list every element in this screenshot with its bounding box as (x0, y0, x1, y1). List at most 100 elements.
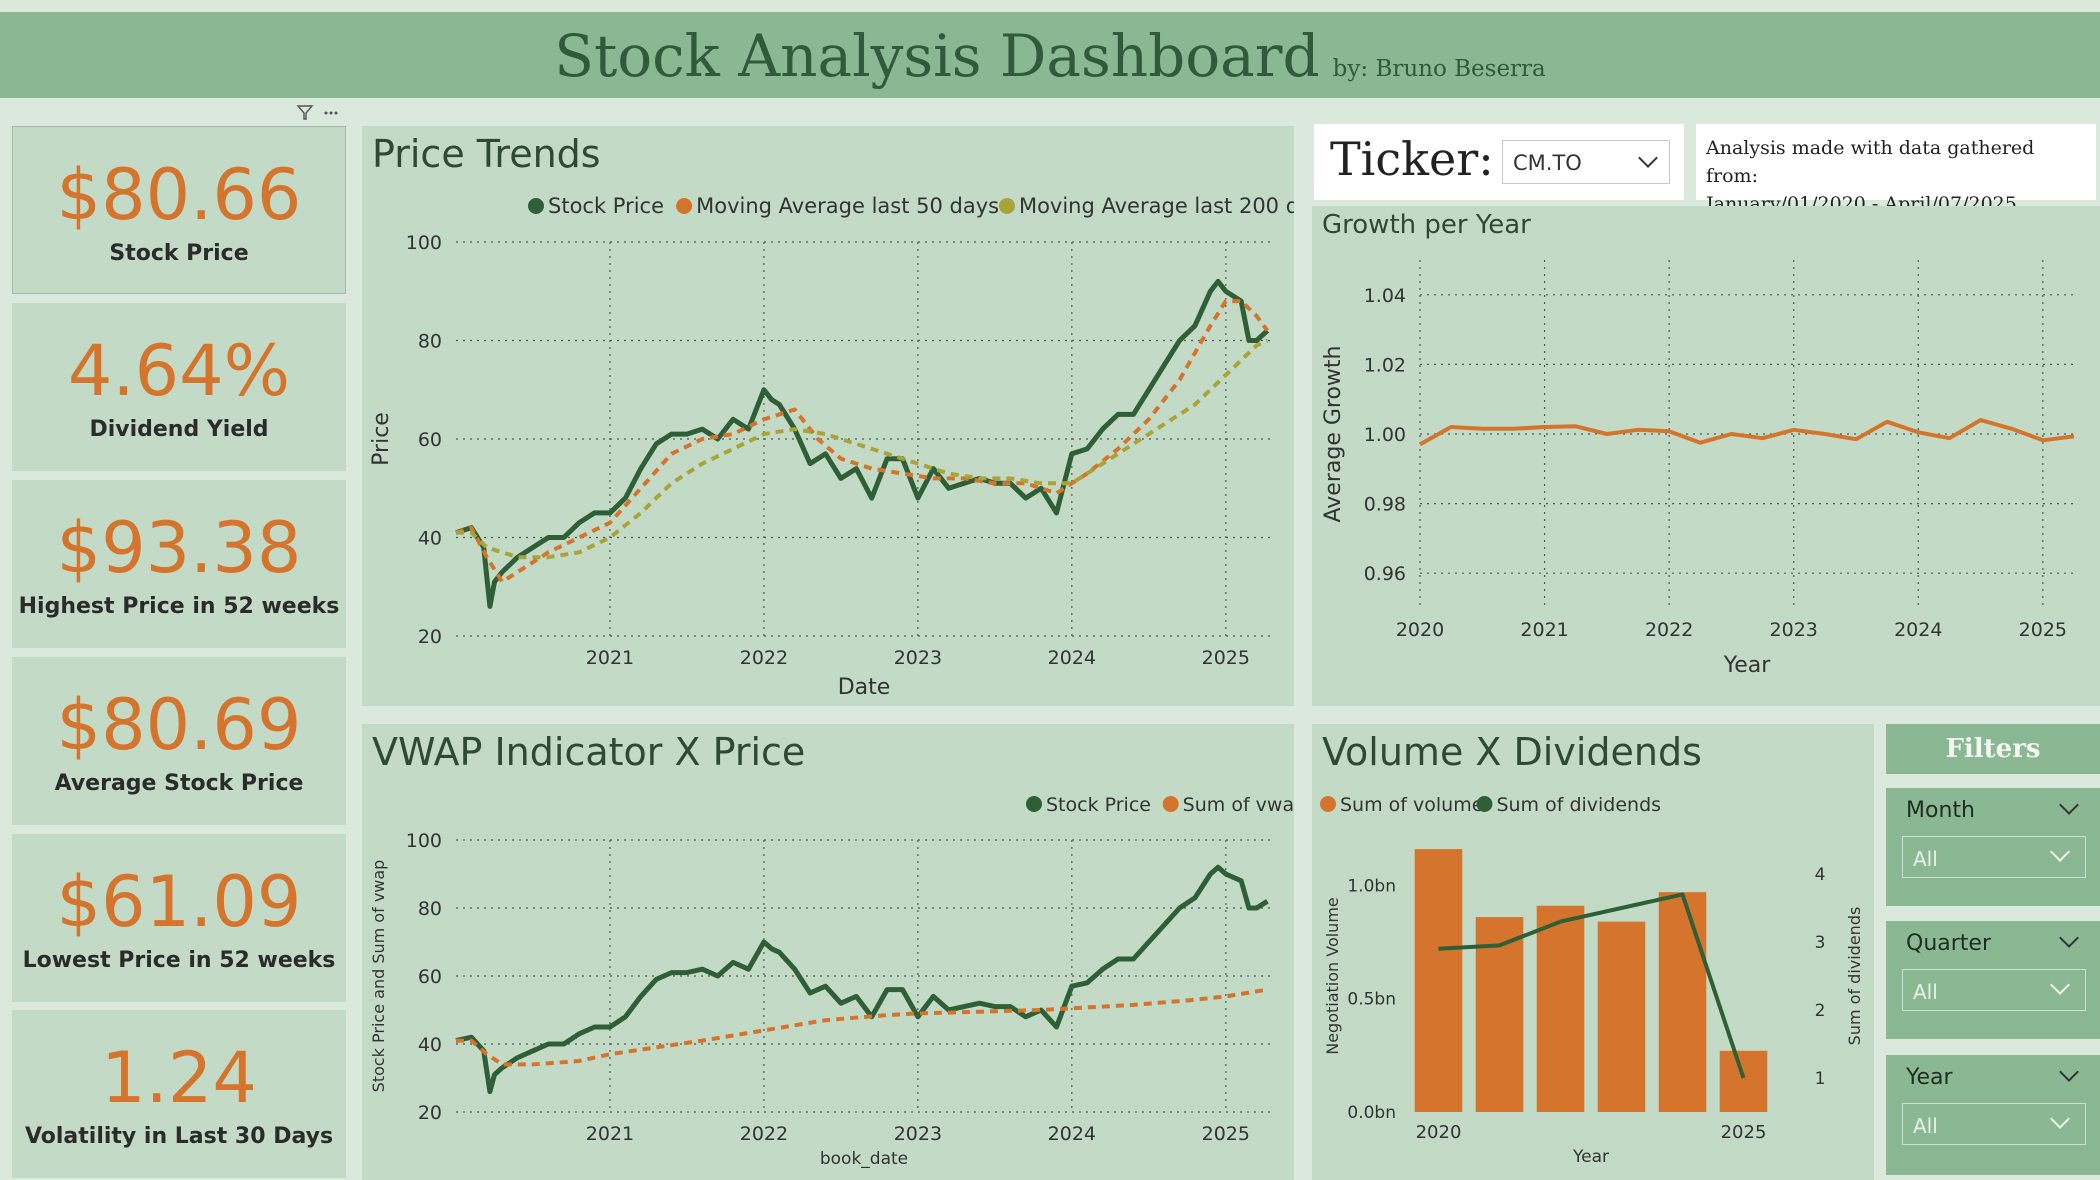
legend-label: Moving Average last 200 days (1019, 194, 1294, 218)
chevron-down-icon (2050, 842, 2070, 862)
y-axis-title: Price (369, 412, 394, 466)
chevron-down-icon[interactable] (2059, 795, 2079, 815)
x-tick-label: 2021 (586, 647, 634, 669)
series-line-stock-price (455, 864, 1269, 1095)
dashboard-title-block: Stock Analysis Dashboard by: Bruno Beser… (0, 22, 2100, 90)
note-line-1: Analysis made with data gathered from: (1706, 137, 2035, 187)
kpi-value: $61.09 (56, 861, 302, 943)
kpi-value: 4.64% (67, 330, 291, 412)
dashboard-header: Stock Analysis Dashboard by: Bruno Beser… (0, 12, 2100, 98)
vwap-price-chart[interactable]: 20 40 60 80 100 2021 2022 2023 2024 2025 book_date… (362, 724, 1294, 1180)
dashboard-title: Stock Analysis Dashboard (554, 22, 1320, 90)
x-tick-label: 2022 (740, 1123, 788, 1145)
y-tick-label: 40 (418, 1034, 442, 1056)
chevron-down-icon (2050, 1109, 2070, 1129)
x-axis-title: Date (838, 675, 891, 700)
y2-tick-label: 2 (1815, 1001, 1826, 1021)
kpi-value: 1.24 (101, 1037, 257, 1119)
x-tick-label: 2025 (1721, 1122, 1767, 1143)
kpi-label: Stock Price (109, 241, 249, 266)
legend-label: Sum of volume (1340, 794, 1483, 816)
legend-marker (998, 198, 1015, 214)
y-tick-label: 1.02 (1364, 354, 1406, 376)
x-tick-label: 2023 (1770, 619, 1818, 641)
kpi-average-price[interactable]: $80.69 Average Stock Price (12, 657, 346, 825)
slicer-dropdown[interactable]: All (1902, 1103, 2086, 1145)
legend-label: Moving Average last 50 days (696, 194, 999, 218)
series-line-moving-average-last-50-days (455, 299, 1270, 584)
x-tick-label: 2024 (1048, 1123, 1096, 1145)
chevron-down-icon (2050, 975, 2070, 995)
x-tick-label: 2020 (1396, 619, 1444, 641)
volume-bar (1658, 892, 1707, 1112)
x-tick-label: 2021 (1520, 619, 1568, 641)
dashboard-byline: by: Bruno Beserra (1332, 56, 1546, 82)
x-tick-label: 2024 (1894, 619, 1942, 641)
legend-marker (1476, 796, 1493, 812)
kpi-label: Highest Price in 52 weeks (18, 594, 340, 619)
y-tick-label: 80 (418, 898, 442, 920)
visual-header-icons (296, 105, 338, 120)
x-tick-label: 2022 (1645, 619, 1693, 641)
slicer-quarter[interactable]: Quarter All (1886, 921, 2100, 1039)
ticker-label: Ticker: (1330, 132, 1494, 186)
kpi-dividend-yield[interactable]: 4.64% Dividend Yield (12, 303, 346, 471)
kpi-stock-price[interactable]: $80.66 Stock Price (12, 126, 346, 294)
y-tick-label: 60 (418, 966, 442, 988)
vwap-price-panel[interactable]: VWAP Indicator X Price 20 40 60 80 100 2021 20… (362, 724, 1294, 1180)
legend-item: Stock Price (528, 194, 664, 218)
x-tick-label: 2024 (1048, 647, 1096, 669)
legend-marker (676, 198, 693, 214)
legend-label: Sum of vwap (1183, 794, 1294, 816)
kpi-label: Lowest Price in 52 weeks (22, 948, 336, 973)
filters-header: Filters (1886, 724, 2100, 774)
ticker-selector-box: Ticker: CM.TO (1314, 124, 1684, 200)
more-options-icon[interactable] (324, 111, 338, 115)
series-line-stock-price (455, 278, 1270, 609)
price-trends-chart[interactable]: 20 40 60 80 100 2021 2022 2023 2024 2025 Date Price… (362, 126, 1294, 706)
growth-per-year-chart[interactable]: 0.96 0.98 1.00 1.02 1.04 2020 2021 2022 2023 2024… (1312, 206, 2100, 706)
legend-marker (1162, 796, 1179, 812)
y-tick-label: 1.0bn (1347, 876, 1396, 896)
volume-dividends-panel[interactable]: Volume X Dividends 0.0bn 0.5bn 1.0bn 1 2 3 4 20… (1312, 724, 1874, 1180)
legend-marker (528, 198, 544, 214)
panel-title: VWAP Indicator X Price (372, 730, 806, 774)
legend-item: Sum of vwap (1162, 794, 1294, 816)
y-axis-title: Negotiation Volume (1323, 897, 1342, 1055)
y-tick-label: 0.0bn (1347, 1103, 1396, 1123)
slicer-dropdown[interactable]: All (1902, 969, 2086, 1011)
y-tick-label: 80 (418, 331, 442, 353)
data-range-note: Analysis made with data gathered from: J… (1696, 124, 2096, 215)
chevron-down-icon[interactable] (2059, 928, 2079, 948)
slicer-value: All (1913, 1114, 1938, 1138)
slicer-year[interactable]: Year All (1886, 1055, 2100, 1175)
legend-item: Sum of dividends (1476, 794, 1661, 816)
x-tick-label: 2023 (894, 647, 942, 669)
y2-tick-label: 4 (1815, 865, 1826, 885)
kpi-highest-price-52w[interactable]: $93.38 Highest Price in 52 weeks (12, 480, 346, 648)
volume-dividends-chart[interactable]: 0.0bn 0.5bn 1.0bn 1 2 3 4 2020 2025 Year Negotiati… (1312, 724, 1874, 1180)
legend-item: Moving Average last 50 days (676, 194, 999, 218)
y-tick-label: 0.98 (1364, 494, 1406, 516)
ticker-value: CM.TO (1513, 151, 1582, 175)
kpi-value: $80.66 (56, 154, 302, 236)
y2-axis-title: Sum of dividends (1845, 907, 1864, 1046)
series-line-growth (1419, 418, 2075, 447)
volume-bar (1414, 849, 1463, 1112)
growth-per-year-panel[interactable]: Growth per Year 0.96 0.98 1.00 1.02 1.04 2020… (1312, 206, 2100, 706)
kpi-lowest-price-52w[interactable]: $61.09 Lowest Price in 52 weeks (12, 834, 346, 1002)
ticker-dropdown[interactable]: CM.TO (1502, 140, 1670, 184)
filter-icon[interactable] (296, 105, 314, 120)
chevron-down-icon[interactable] (2059, 1062, 2079, 1082)
x-tick-label: 2025 (2019, 619, 2067, 641)
price-trends-panel[interactable]: Price Trends 20 40 60 80 100 2021 2022 2023 2024… (362, 126, 1294, 706)
legend-label: Sum of dividends (1496, 794, 1661, 816)
kpi-volatility-30d[interactable]: 1.24 Volatility in Last 30 Days (12, 1010, 346, 1178)
legend-marker (1026, 796, 1042, 812)
volume-bar (1719, 1050, 1768, 1112)
slicer-dropdown[interactable]: All (1902, 836, 2086, 878)
slicer-value: All (1913, 980, 1938, 1004)
x-axis-title: Year (1723, 653, 1772, 678)
x-axis-title: Year (1572, 1147, 1609, 1167)
slicer-month[interactable]: Month All (1886, 788, 2100, 906)
